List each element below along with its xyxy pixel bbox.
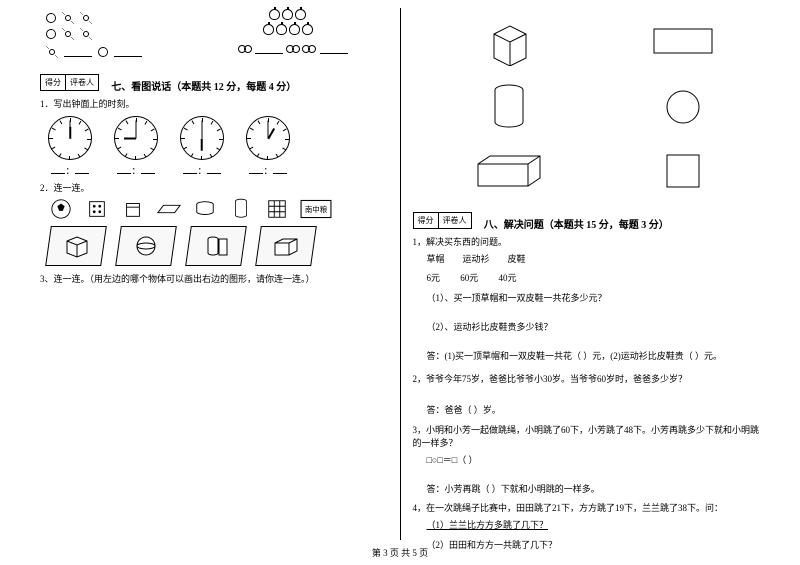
eraser-icon [156,198,182,220]
q7-2: 2．连一连。 [40,181,388,194]
q8-1-1: （1）、买一顶草帽和一双皮鞋一共花多少元？ [427,291,761,306]
shape-cuboid [443,146,577,196]
match-items-top: 南中粮 [48,198,388,220]
can-icon [228,198,254,220]
clock-4 [246,116,290,160]
sun-icon [80,12,92,24]
moon-icon [46,13,56,23]
items-price: 6元 60元 40元 [427,271,761,286]
left-column: 得分 评卷人 七、看图说话（本题共 12 分，每题 4 分） 1．写出钟面上的时… [30,8,398,540]
page-footer: 第 3 页 共 5 页 [0,546,800,559]
sun-icon [80,28,92,40]
shape-rectangle [616,18,750,68]
rubiks-cube-icon [264,198,290,220]
photo-cuboid [255,226,317,266]
items-header: 草帽 运动衫 皮鞋 [427,252,761,267]
match-photos [48,226,388,266]
q7-1: 1．写出钟面上的时刻。 [40,97,388,110]
shape-square [616,146,750,196]
score-box: 得分 评卷人 [40,74,99,91]
q8-3-ans: 答：小芳再跳（ ）下就和小明跳的一样多。 [427,482,761,497]
reviewer-label: 评卷人 [66,75,98,90]
sun-icon [62,28,74,40]
photo-cylinder [185,226,247,266]
section8-title: 八、解决问题（本题共 15 分，每题 3 分） [484,216,669,231]
blank [255,44,283,54]
butterfly-row [237,44,348,56]
column-divider [400,8,401,540]
blank [64,47,92,57]
q8-1-ans: 答：(1)买一顶草帽和一双皮鞋一共花（ ）元，(2)运动衫比皮鞋贵（ ）元。 [427,349,761,364]
shapes-grid [443,18,751,196]
box-icon [120,198,146,220]
score-label: 得分 [414,213,439,228]
clocks-row: /*ticks added below via JS would bloat; … [48,116,388,160]
moon-icon [98,47,108,57]
shape-circle [616,82,750,132]
q8-2: 2，爷爷今年75岁，爸爸比爷爷小30岁。当爷爷60岁时，爸爸多少岁？ [413,372,761,385]
moon-icon [46,29,56,39]
score-label: 得分 [41,75,66,90]
photo-cube [45,226,107,266]
drum-icon [192,198,218,220]
q8-1: 1，解决买东西的问题。 [413,235,761,248]
q7-3: 3、连一连。（用左边的哪个物体可以画出右边的图形，请你连一连。） [40,272,388,285]
clock-blanks: ： ： ： ： [48,164,388,177]
blank [114,47,142,57]
q8-2-ans: 答：爸爸（ ）岁。 [427,403,761,418]
top-icons-area [40,8,388,68]
q8-4-1: （1）兰兰比方方多跳了几下？ [427,518,761,533]
reviewer-label: 评卷人 [439,213,471,228]
q8-3-eq: □○□＝□（ ） [427,453,761,468]
clock-2 [114,116,158,160]
dice-icon [84,198,110,220]
clock-3 [180,116,224,160]
photo-sphere [115,226,177,266]
svg-text:南中粮: 南中粮 [305,204,328,214]
q8-3: 3，小明和小芳一起做跳绳，小明跳了60下，小芳跳了48下。小芳再跳多少下就和小明… [413,423,761,449]
right-column: 得分 评卷人 八、解决问题（本题共 15 分，每题 3 分） 1，解决买东西的问… [403,8,771,540]
score-box: 得分 评卷人 [413,212,472,229]
sun-icon [62,12,74,24]
label-box-icon: 南中粮 [300,198,332,220]
blank [320,44,348,54]
shape-cube [443,18,577,68]
section7-title: 七、看图说话（本题共 12 分，每题 4 分） [111,78,296,93]
sun-icon [46,46,58,58]
shape-cylinder [443,82,577,132]
q8-1-2: （2）、运动衫比皮鞋贵多少钱？ [427,320,761,335]
clock-1: /*ticks added below via JS would bloat; … [48,116,92,160]
apples-group [228,8,348,38]
q8-4: 4，在一次跳绳子比赛中，田田跳了21下，方方跳了19下，兰兰跳了38下。问： [413,501,761,514]
soccer-ball-icon [48,198,74,220]
